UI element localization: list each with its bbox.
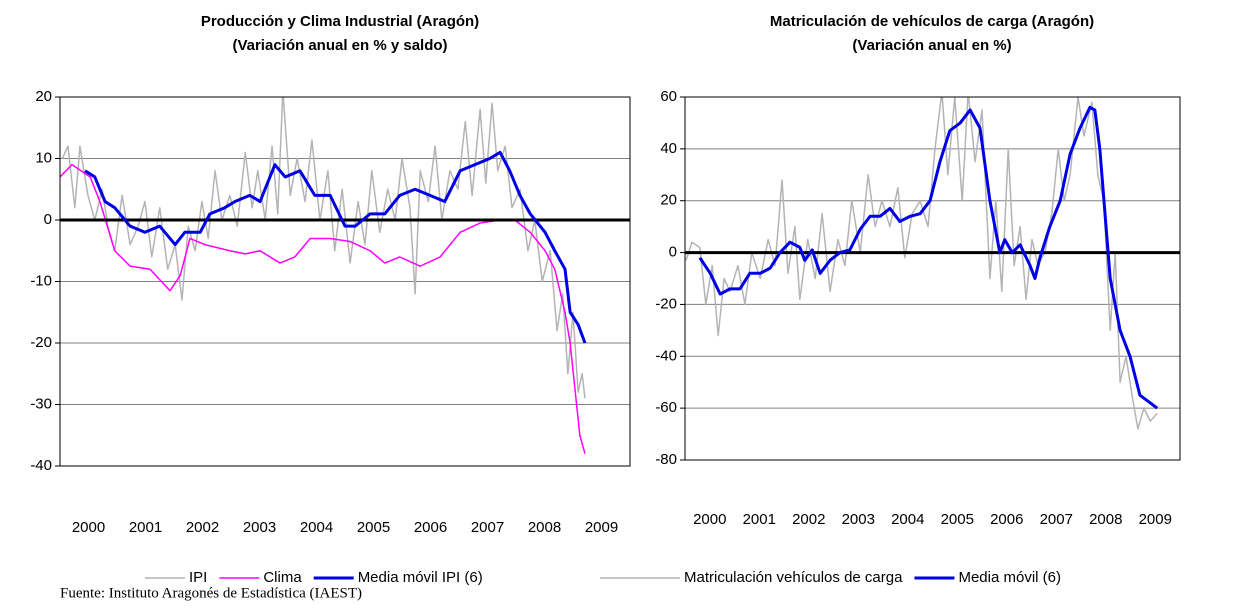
x-tick-label: 2004 — [891, 511, 924, 528]
x-tick-label: 2003 — [243, 519, 276, 536]
x-tick-label: 2003 — [842, 511, 875, 528]
legend-label: IPI — [189, 569, 207, 586]
x-tick-label: 2001 — [743, 511, 776, 528]
x-tick-label: 2008 — [528, 519, 561, 536]
data-line — [60, 163, 586, 454]
y-tick-label: -20 — [655, 295, 677, 312]
y-tick-label: -30 — [30, 395, 52, 412]
chart-subtitle: (Variación anual en % y saldo) — [232, 37, 447, 54]
y-tick-label: 40 — [660, 140, 677, 157]
chart-title: Matriculación de vehículos de carga (Ara… — [770, 13, 1094, 30]
x-tick-label: 2007 — [1040, 511, 1073, 528]
legend-label: Matriculación vehículos de carga — [684, 569, 903, 586]
x-tick-label: 2002 — [186, 519, 219, 536]
x-tick-label: 2008 — [1089, 511, 1122, 528]
plot-border — [684, 96, 1181, 461]
y-tick-label: -40 — [655, 347, 677, 364]
x-tick-label: 2000 — [693, 511, 726, 528]
plot-area — [685, 97, 1180, 460]
x-tick-label: 2005 — [941, 511, 974, 528]
y-tick-label: 0 — [669, 244, 677, 261]
y-tick-label: -20 — [30, 334, 52, 351]
x-tick-label: 2009 — [585, 519, 618, 536]
source-note: Fuente: Instituto Aragonés de Estadístic… — [60, 585, 362, 601]
plot-border — [59, 96, 631, 467]
y-tick-label: -80 — [655, 451, 677, 468]
legend-label: Media móvil IPI (6) — [358, 569, 483, 586]
chart-title: Producción y Clima Industrial (Aragón) — [201, 13, 479, 30]
y-tick-label: -60 — [655, 399, 677, 416]
legend-label: Media móvil (6) — [958, 569, 1061, 586]
data-line — [84, 150, 587, 344]
x-tick-label: 2002 — [792, 511, 825, 528]
y-tick-label: 0 — [44, 211, 52, 228]
y-tick-label: 20 — [660, 192, 677, 209]
x-tick-label: 2007 — [471, 519, 504, 536]
x-tick-label: 2001 — [129, 519, 162, 536]
y-tick-label: 60 — [660, 88, 677, 105]
y-tick-label: -40 — [30, 457, 52, 474]
x-tick-label: 2004 — [300, 519, 333, 536]
y-tick-label: 10 — [35, 149, 52, 166]
x-tick-label: 2005 — [357, 519, 390, 536]
y-tick-label: 20 — [35, 88, 52, 105]
x-tick-label: 2009 — [1139, 511, 1172, 528]
x-tick-label: 2006 — [990, 511, 1023, 528]
chart-subtitle: (Variación anual en %) — [852, 37, 1011, 54]
legend-label: Clima — [263, 569, 302, 586]
x-tick-label: 2006 — [414, 519, 447, 536]
data-line — [698, 105, 1159, 410]
x-tick-label: 2000 — [72, 519, 105, 536]
y-tick-label: -10 — [30, 272, 52, 289]
